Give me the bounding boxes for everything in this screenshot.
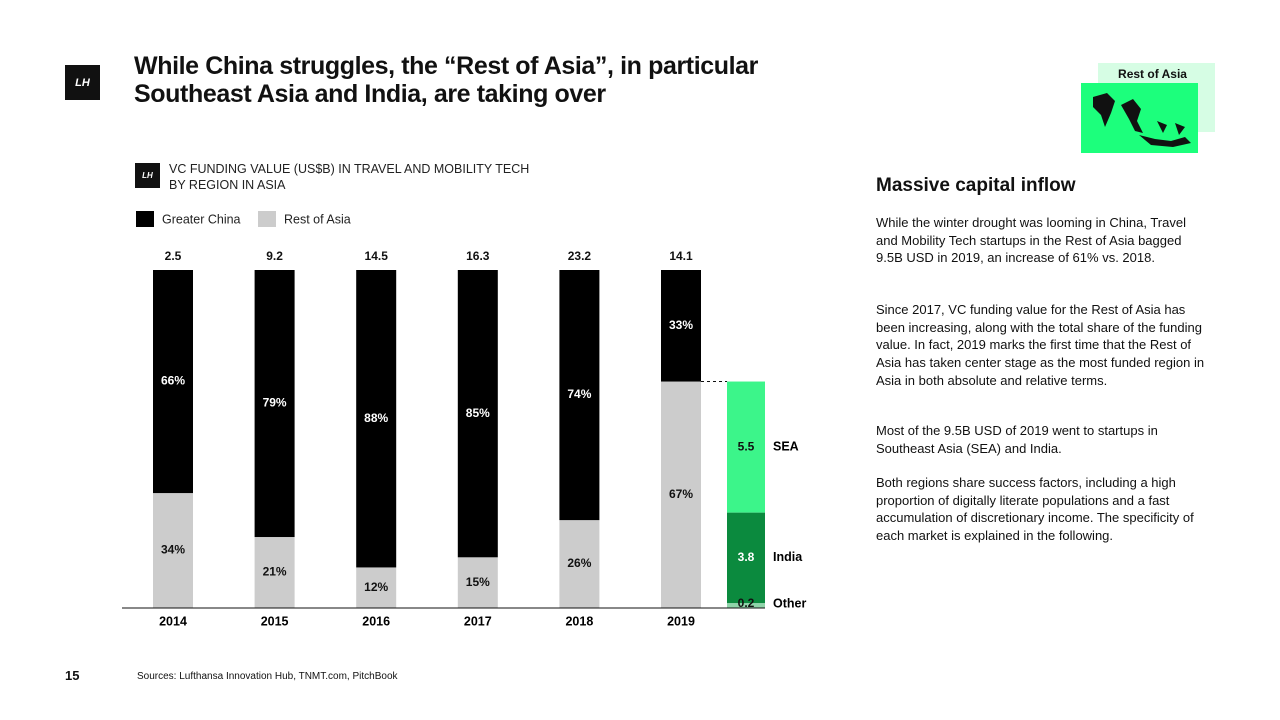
label: 14.1 xyxy=(669,249,693,263)
legend-swatch xyxy=(136,211,154,227)
breakdown-segment xyxy=(727,512,765,604)
breakdown-label: SEA xyxy=(773,439,799,453)
legend-label: Greater China xyxy=(162,212,241,226)
map-card xyxy=(1081,83,1198,153)
bar-segment xyxy=(153,270,193,494)
label: 15% xyxy=(466,575,490,589)
map-islands xyxy=(1139,121,1191,147)
bar-segment xyxy=(254,270,295,538)
breakdown-label: India xyxy=(773,550,803,564)
label: 67% xyxy=(669,487,693,501)
bar-segment xyxy=(356,270,397,568)
chart-title-line: BY REGION IN ASIA xyxy=(169,178,286,192)
page-number: 15 xyxy=(65,668,80,683)
logo: LH xyxy=(65,65,100,100)
label: 79% xyxy=(263,396,287,410)
label: 23.2 xyxy=(568,249,592,263)
paragraph: Most of the 9.5B USD of 2019 went to sta… xyxy=(876,423,1158,456)
x-tick-label: 2019 xyxy=(667,614,695,628)
map-indochina xyxy=(1121,99,1143,133)
label: 26% xyxy=(567,556,591,570)
label: 74% xyxy=(567,387,591,401)
label: 88% xyxy=(364,411,388,425)
side-heading: Massive capital inflow xyxy=(876,175,1076,196)
breakdown-segment xyxy=(727,603,765,608)
label: 66% xyxy=(161,374,185,388)
bar-segment xyxy=(457,270,498,558)
label: 0.2 xyxy=(738,596,755,610)
chart-title-line: VC FUNDING VALUE (US$B) IN TRAVEL AND MO… xyxy=(169,162,530,176)
x-tick-label: 2014 xyxy=(159,614,187,628)
x-tick-label: 2017 xyxy=(464,614,492,628)
legend-swatch xyxy=(258,211,276,227)
title-line: While China struggles, the “Rest of Asia… xyxy=(134,52,758,80)
label: 12% xyxy=(364,580,388,594)
label: 3.8 xyxy=(738,550,755,564)
label: 14.5 xyxy=(365,249,389,263)
map xyxy=(1093,93,1191,147)
label: 85% xyxy=(466,406,490,420)
breakdown-label: Other xyxy=(773,596,806,610)
paragraph: Since 2017, VC funding value for the Res… xyxy=(876,302,1205,388)
paragraph: Both regions share success factors, incl… xyxy=(876,475,1194,544)
chart-icon: LH xyxy=(135,163,160,188)
label: 33% xyxy=(669,318,693,332)
bar-segment xyxy=(661,381,701,608)
label: 9.2 xyxy=(266,249,283,263)
legend-label: Rest of Asia xyxy=(284,212,351,226)
bar-segment xyxy=(661,270,701,382)
bar-segment xyxy=(559,270,600,521)
bar-segment xyxy=(153,493,193,608)
bar-segment xyxy=(254,537,295,608)
label: 34% xyxy=(161,543,185,557)
map-india xyxy=(1093,93,1115,127)
title-line: Southeast Asia and India, are taking ove… xyxy=(134,80,606,108)
chart-title: VC FUNDING VALUE (US$B) IN TRAVEL AND MO… xyxy=(169,161,529,193)
label: 16.3 xyxy=(466,249,490,263)
label: 21% xyxy=(263,565,287,579)
paragraph: While the winter drought was looming in … xyxy=(876,215,1186,266)
label: 2.5 xyxy=(165,249,182,263)
bar-segment xyxy=(559,520,600,608)
x-tick-label: 2016 xyxy=(362,614,390,628)
slide-title: While China struggles, the “Rest of Asia… xyxy=(134,52,758,108)
label: 5.5 xyxy=(738,439,755,453)
sources: Sources: Lufthansa Innovation Hub, TNMT.… xyxy=(137,671,398,682)
x-tick-label: 2018 xyxy=(565,614,593,628)
x-tick-label: 2015 xyxy=(261,614,289,628)
bar-segment xyxy=(356,567,397,608)
bar-segment xyxy=(457,557,498,608)
chart: Greater China Rest of Asia 34% 66% 2.5 2014 21… xyxy=(122,211,806,628)
map-label: Rest of Asia xyxy=(1118,67,1187,81)
breakdown-segment xyxy=(727,381,765,513)
